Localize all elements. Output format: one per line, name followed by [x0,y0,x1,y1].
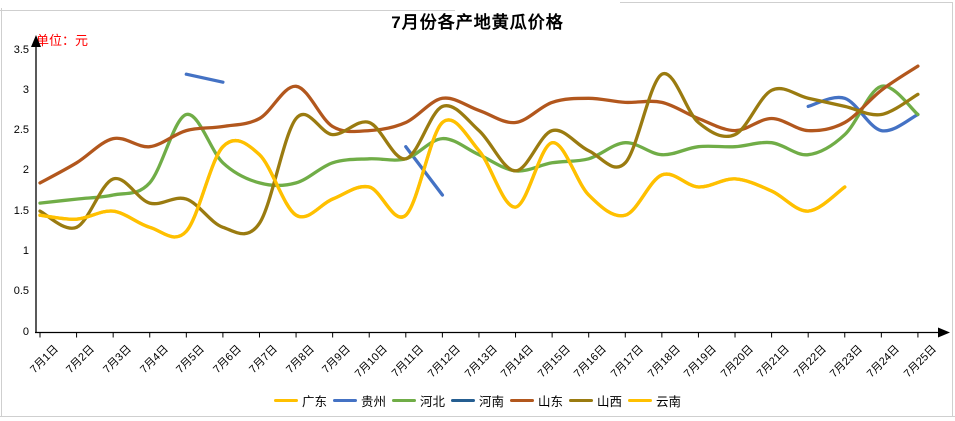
frame-line-top-left [0,10,455,11]
legend-label: 广东 [301,395,327,409]
legend-swatch-guizhou-icon [332,399,357,402]
legend-item-guangdong[interactable]: 广东 [273,391,327,410]
legend-swatch-guangdong-icon [273,399,298,402]
legend-swatch-shandong-icon [510,399,534,402]
legend-label: 云南 [656,395,682,409]
legend-label: 河南 [478,395,504,409]
legend-item-guizhou[interactable]: 贵州 [332,391,386,410]
legend-swatch-hebei-icon [391,399,416,402]
legend-item-yunnan[interactable]: 云南 [628,391,681,410]
legend-swatch-yunnan-icon [628,399,653,402]
y-axis-tick-label: 2.5 [13,124,29,137]
y-axis-tick-label: 3 [22,83,29,96]
chart-legend: 广东 贵州 河北 河南 山东 山西 云南 [0,391,955,410]
frame-line-left [1,8,2,416]
chart-title[interactable]: 7月份各产地黄瓜价格 [391,13,564,32]
legend-label: 贵州 [360,395,386,409]
frame-line-right [952,2,953,416]
series-line-guizhou[interactable] [184,72,225,84]
legend-label: 山东 [538,395,564,409]
series-line-shanxi[interactable] [38,72,920,236]
legend-item-hebei[interactable]: 河北 [391,391,445,410]
series-line-yunnan[interactable] [38,118,847,239]
legend-label: 河北 [419,395,445,409]
y-axis-tick-label: 0 [22,325,29,338]
y-axis-tick-label: 1 [22,244,29,257]
legend-item-henan[interactable]: 河南 [450,391,504,410]
y-axis-tick-label: 2 [22,164,29,177]
legend-item-shanxi[interactable]: 山西 [569,391,622,410]
y-axis-tick-label: 3.5 [13,43,29,56]
legend-label: 山西 [597,395,623,409]
frame-line-bottom [0,416,955,417]
series-line-shandong[interactable] [38,64,920,185]
legend-item-shandong[interactable]: 山东 [510,391,563,410]
frame-line-top-right [620,2,953,3]
legend-swatch-henan-icon [450,399,475,402]
series-line-hebei[interactable] [38,84,920,205]
y-axis-tick-label: 1.5 [13,204,29,217]
axis-unit-label: 单位：元 [36,33,89,48]
y-axis-tick-label: 0.5 [13,285,29,298]
legend-swatch-shanxi-icon [569,399,594,402]
y-axis-arrow-icon [31,35,41,47]
x-axis-arrow-icon [938,327,950,338]
